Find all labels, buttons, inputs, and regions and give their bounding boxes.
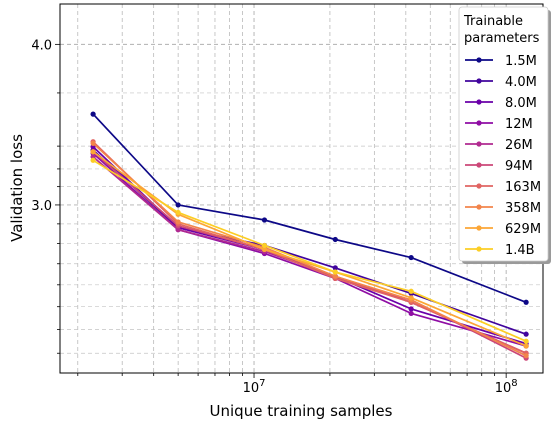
legend-label-4.0M: 4.0M bbox=[505, 75, 537, 90]
data-point-1.4B bbox=[90, 157, 96, 163]
y-tick-label: 4.0 bbox=[31, 38, 52, 53]
data-point-1.4B bbox=[523, 338, 529, 344]
data-point-1.4B bbox=[332, 269, 338, 275]
y-axis-label: Validation loss bbox=[8, 134, 26, 242]
legend-label-358M: 358M bbox=[505, 201, 541, 216]
x-tick-label: 108 bbox=[495, 378, 518, 396]
legend-items: 1.5M 4.0M 8.0M 12M 26M 94M 163M 358M 629M 1.4B bbox=[465, 54, 541, 258]
data-point-4.0M bbox=[523, 331, 529, 337]
series-line-358M bbox=[92, 142, 527, 357]
legend-label-26M: 26M bbox=[505, 138, 533, 153]
series-line-1.5M bbox=[92, 113, 527, 304]
data-point-1.4B bbox=[261, 242, 268, 249]
legend-marker-163M bbox=[476, 183, 482, 189]
x-axis-label: Unique training samples bbox=[210, 402, 393, 420]
legend-label-1.4B: 1.4B bbox=[505, 243, 535, 258]
legend-marker-358M bbox=[476, 204, 482, 210]
data-point-358M bbox=[523, 353, 529, 359]
data-point-4.0M bbox=[332, 265, 338, 271]
legend-title-line1: Trainable bbox=[463, 14, 523, 29]
data-point-1.4B bbox=[408, 288, 414, 294]
data-point-358M bbox=[175, 219, 181, 225]
legend-label-163M: 163M bbox=[505, 180, 541, 195]
data-point-1.5M bbox=[261, 217, 268, 223]
legend-marker-26M bbox=[476, 141, 482, 147]
legend-label-629M: 629M bbox=[505, 222, 541, 237]
data-point-358M bbox=[332, 273, 338, 279]
series-line-163M bbox=[92, 141, 527, 354]
legend-label-8.0M: 8.0M bbox=[505, 96, 537, 111]
data-point-629M bbox=[261, 246, 268, 253]
legend-marker-94M bbox=[476, 162, 482, 168]
data-point-8.0M bbox=[408, 306, 414, 312]
series-layer bbox=[90, 111, 529, 361]
legend-label-12M: 12M bbox=[505, 117, 533, 132]
legend-marker-12M bbox=[476, 120, 482, 126]
data-point-629M bbox=[523, 343, 529, 349]
data-point-629M bbox=[408, 295, 414, 301]
data-point-1.4B bbox=[175, 209, 181, 216]
legend-label-94M: 94M bbox=[505, 159, 533, 174]
x-tick-label: 107 bbox=[243, 378, 266, 396]
legend-marker-1.4B bbox=[476, 246, 482, 252]
legend-box bbox=[458, 6, 549, 262]
tick-layer: 3.0 4.0 107 108 bbox=[31, 38, 517, 396]
data-point-629M bbox=[90, 149, 96, 155]
data-point-1.5M bbox=[175, 202, 181, 208]
data-point-1.5M bbox=[90, 111, 96, 117]
legend-marker-4.0M bbox=[476, 78, 482, 84]
series-line-1.4B bbox=[92, 159, 527, 342]
data-point-1.5M bbox=[332, 236, 338, 243]
legend-marker-1.5M bbox=[476, 57, 482, 63]
legend-marker-8.0M bbox=[476, 99, 482, 105]
data-point-1.5M bbox=[408, 254, 414, 261]
legend-label-1.5M: 1.5M bbox=[505, 54, 537, 69]
legend-marker-629M bbox=[476, 225, 482, 231]
data-point-358M bbox=[90, 140, 96, 146]
y-tick-label: 3.0 bbox=[31, 199, 52, 214]
legend: Trainable parameters 1.5M 4.0M 8.0M 12M 26M 9… bbox=[458, 6, 551, 264]
legend-title-line2: parameters bbox=[464, 31, 540, 46]
data-point-1.5M bbox=[523, 299, 529, 305]
data-point-12M bbox=[408, 310, 414, 317]
data-point-26M bbox=[175, 227, 181, 233]
